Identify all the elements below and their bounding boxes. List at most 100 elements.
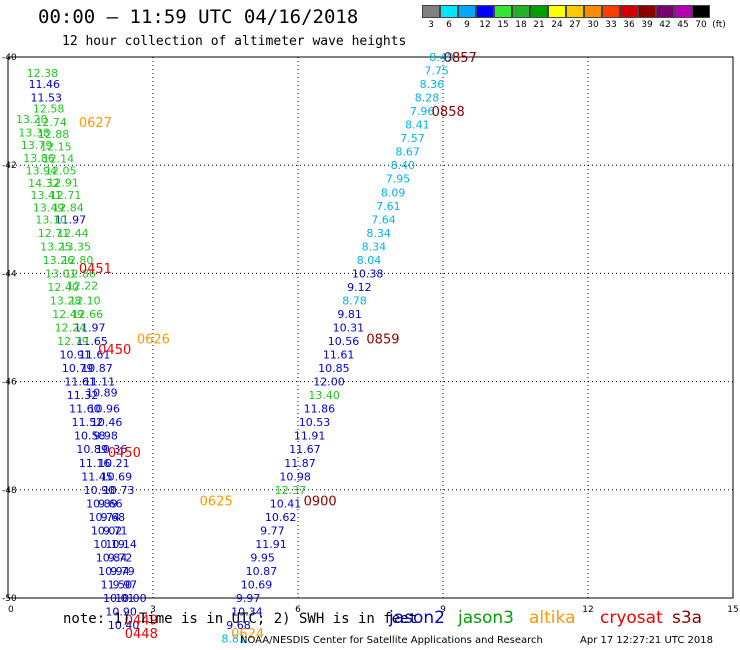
color-scale-label: 45 xyxy=(677,20,689,30)
wave-height-value: 12.71 xyxy=(38,227,70,240)
wave-height-value: 10.73 xyxy=(103,484,135,497)
pass-time-label: 0450 xyxy=(98,343,131,358)
wave-height-value: 10.21 xyxy=(98,457,129,470)
map-title: 00:00 – 11:59 UTC 04/16/2018 xyxy=(38,6,359,28)
wave-height-value: 11.52 xyxy=(72,416,104,429)
wave-height-value: 10.69 xyxy=(101,470,133,483)
axis-ticks: 0 3 6 9 12 15-40-42-44-46-48-50 xyxy=(2,53,739,615)
color-scale-label: 42 xyxy=(659,20,671,30)
wave-height-value: 12.80 xyxy=(62,254,94,267)
wave-height-value: 10.96 xyxy=(89,403,121,416)
wave-height-value: 8.04 xyxy=(357,254,382,267)
wave-height-value: 10.58 xyxy=(74,430,106,443)
wave-height-value: 10.89 xyxy=(76,443,108,456)
wave-height-value: 13.20 xyxy=(16,113,48,126)
wave-height-value: 9.81 xyxy=(337,308,362,321)
wave-height-value: 11.61 xyxy=(64,376,96,389)
color-scale-label: 9 xyxy=(464,20,470,30)
wave-height-value: 10.41 xyxy=(270,497,302,510)
wave-height-value: 12.74 xyxy=(35,116,66,129)
wave-height-value: 12.24 xyxy=(55,322,87,335)
color-scale-label: 6 xyxy=(446,20,452,30)
wave-height-value: 11.61 xyxy=(79,349,111,362)
wave-height-points: 12.3811.4611.5312.5812.7412.8812.1512.14… xyxy=(16,51,454,646)
wave-height-value: 10.85 xyxy=(318,362,350,375)
wave-height-value: 10.84 xyxy=(96,551,128,564)
wave-height-value: 10.79 xyxy=(62,362,94,375)
pass-time-label: 0451 xyxy=(79,262,112,277)
wave-height-value: 11.65 xyxy=(76,335,108,348)
wave-height-value: 8.34 xyxy=(362,240,387,253)
color-scale-swatch xyxy=(656,5,674,18)
wave-height-value: 10.62 xyxy=(265,511,297,524)
wave-height-value: 7.61 xyxy=(376,200,401,213)
color-scale-swatch xyxy=(530,5,548,18)
color-scale-swatch xyxy=(584,5,602,18)
wave-height-value: 13.94 xyxy=(26,165,57,178)
wave-height-value: 12.88 xyxy=(38,128,70,141)
y-tick-label: -48 xyxy=(2,486,17,496)
wave-height-value: 11.87 xyxy=(284,457,316,470)
color-scale-swatch xyxy=(494,5,512,18)
wave-height-value: 10.90 xyxy=(84,484,116,497)
color-scale-swatch xyxy=(620,5,638,18)
wave-height-value: 12.37 xyxy=(275,484,307,497)
legend-cryosat: cryosat xyxy=(600,608,663,628)
color-scale-label: 24 xyxy=(551,20,563,30)
wave-height-value: 9.72 xyxy=(108,551,133,564)
wave-height-value: 7.57 xyxy=(400,132,425,145)
wave-height-value: 12.86 xyxy=(64,267,96,280)
wave-height-value: 9.77 xyxy=(260,524,285,537)
wave-height-value: 8.09 xyxy=(381,186,406,199)
wave-height-value: 9.95 xyxy=(250,551,275,564)
wave-height-value: 12.49 xyxy=(52,308,84,321)
x-tick-label: 0 xyxy=(8,605,14,615)
color-scale-label: 33 xyxy=(605,20,617,30)
wave-height-value: 11.61 xyxy=(323,349,355,362)
wave-height-value: 10.87 xyxy=(246,565,277,578)
wave-height-value: 10.94 xyxy=(98,565,129,578)
legend-altika: altika xyxy=(529,608,576,628)
wave-height-value: 9.79 xyxy=(110,565,135,578)
wave-height-value: 10.46 xyxy=(91,416,123,429)
color-scale-label: 21 xyxy=(533,20,545,30)
wave-height-value: 7.75 xyxy=(424,65,449,78)
map-grid xyxy=(7,56,734,599)
pass-time-label: 0857 xyxy=(444,51,477,66)
wave-height-value: 13.01 xyxy=(45,267,77,280)
color-scale-label: 12 xyxy=(479,20,491,30)
wave-height-value: 8.78 xyxy=(342,294,367,307)
color-scale-swatch xyxy=(458,5,476,18)
wave-height-value: 10.31 xyxy=(333,322,365,335)
x-tick-label: 12 xyxy=(582,605,593,615)
wave-height-value: 10.02 xyxy=(91,524,123,537)
wave-height-value: 12.84 xyxy=(52,201,84,214)
wave-height-value: 11.53 xyxy=(31,92,63,105)
pass-time-label: 0900 xyxy=(304,495,337,510)
wave-height-value: 9.12 xyxy=(347,281,372,294)
wave-height-value: 12.91 xyxy=(47,177,79,190)
wave-height-value: 12.00 xyxy=(313,376,345,389)
wave-height-value: 11.45 xyxy=(81,470,113,483)
wave-height-value: 13.25 xyxy=(40,240,72,253)
color-scale-swatch xyxy=(476,5,494,18)
wave-height-value: 11.86 xyxy=(304,403,336,416)
color-scale-swatch xyxy=(512,5,530,18)
wave-height-value: 10.89 xyxy=(86,497,118,510)
wave-height-value: 12.71 xyxy=(50,189,81,202)
wave-height-value: 10.56 xyxy=(328,335,360,348)
wave-height-value: 13.79 xyxy=(21,139,53,152)
units-note: note: 1) Time is in UTC; 2) SWH is in fe… xyxy=(63,611,418,627)
wave-height-value: 7.96 xyxy=(410,105,435,118)
color-scale-swatch xyxy=(692,5,710,18)
wave-height-value: 10.19 xyxy=(93,538,125,551)
color-scale-unit: (ft) xyxy=(712,20,726,30)
color-scale-swatch xyxy=(548,5,566,18)
wave-height-value: 12.58 xyxy=(33,102,65,115)
wave-height-value: 12.79 xyxy=(57,335,88,348)
wave-height-value: 8.49 xyxy=(429,51,454,64)
wave-height-value: 10.69 xyxy=(241,578,273,591)
legend-jason2: jason2 xyxy=(389,608,445,628)
wave-height-value: 11.46 xyxy=(29,78,61,91)
wave-height-value: 10.00 xyxy=(115,592,147,605)
